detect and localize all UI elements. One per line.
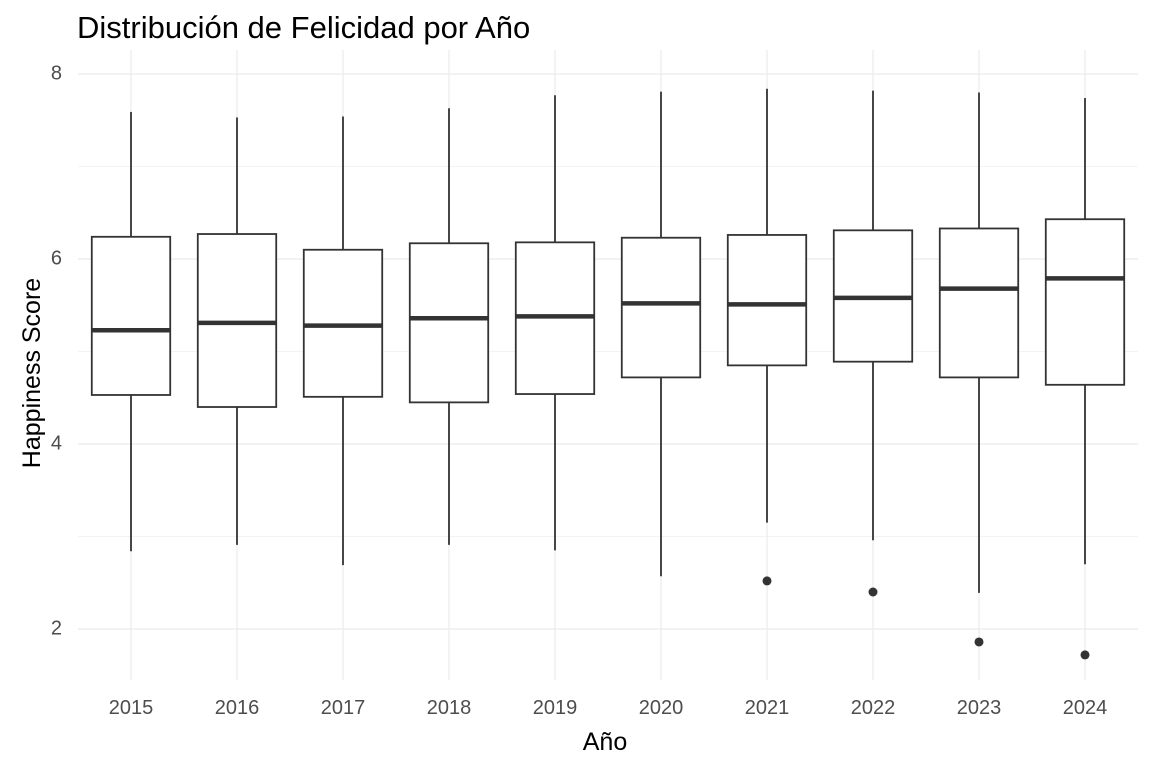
outlier-point [974, 637, 984, 647]
x-tick-label: 2019 [533, 697, 578, 719]
outlier-point [868, 587, 878, 597]
x-tick-label: 2017 [321, 697, 366, 719]
y-tick-label: 6 [51, 247, 62, 269]
x-tick-label: 2021 [745, 697, 790, 719]
box-iqr [408, 242, 490, 404]
box-layer [90, 88, 1126, 660]
box-iqr [196, 233, 278, 408]
box-iqr [938, 227, 1020, 379]
x-tick-label: 2015 [109, 697, 154, 719]
tick-labels: 2 4 6 8 2015 2016 2017 2018 2019 2020 2021 2022 2023… [51, 62, 1107, 719]
box-iqr [302, 248, 384, 398]
y-axis-title: Happiness Score [18, 278, 46, 468]
box-iqr [620, 236, 702, 379]
y-tick-label: 2 [51, 617, 62, 639]
box-iqr [726, 234, 808, 367]
x-tick-label: 2022 [851, 697, 896, 719]
y-tick-label: 4 [51, 432, 62, 454]
outlier-point [762, 576, 772, 586]
x-tick-label: 2018 [427, 697, 472, 719]
outlier-point [1080, 650, 1090, 660]
box-iqr [1044, 218, 1126, 386]
y-tick-label: 8 [51, 62, 62, 84]
chart-title: Distribución de Felicidad por Año [77, 10, 531, 45]
box-iqr [90, 235, 172, 396]
x-tick-label: 2024 [1063, 697, 1108, 719]
x-axis-title: Año [583, 728, 627, 756]
x-tick-label: 2016 [215, 697, 260, 719]
x-tick-label: 2020 [639, 697, 684, 719]
x-tick-label: 2023 [957, 697, 1002, 719]
